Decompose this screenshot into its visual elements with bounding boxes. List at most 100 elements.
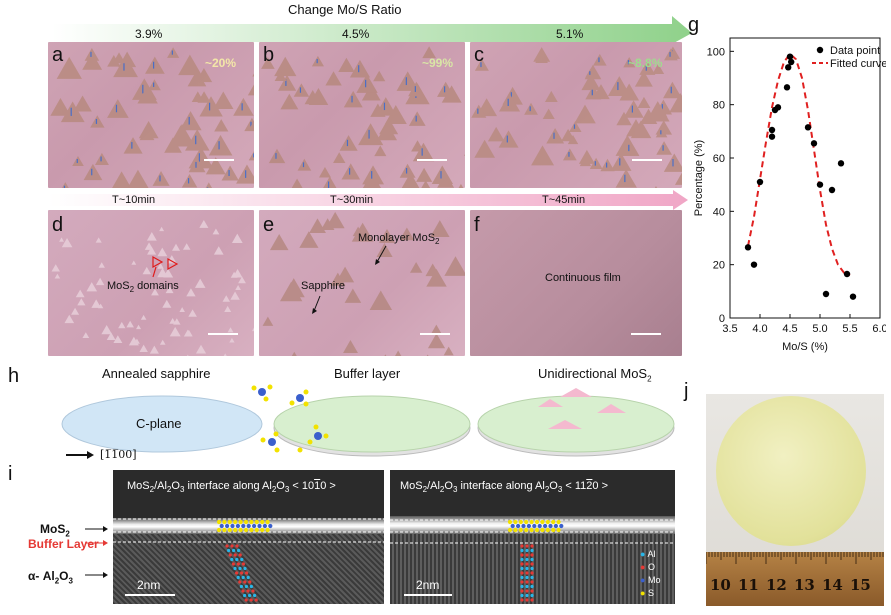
micrograph-c <box>470 42 682 188</box>
panel-letter-a: a <box>52 44 64 66</box>
panel-letter-h: h <box>8 365 20 387</box>
ratio-arrow-title: Change Mo/S Ratio <box>288 2 402 17</box>
tem-right-scale: 2nm <box>416 578 440 592</box>
sapphire-disk <box>61 395 263 453</box>
monolayer-pointer <box>375 245 387 265</box>
x-tick-label: 4.5 <box>782 323 797 335</box>
label-sapphire: Sapphire <box>301 280 346 292</box>
precursor-molecules <box>251 384 329 453</box>
mos2-triangle <box>560 388 592 397</box>
ratio-tick-1: 3.9% <box>135 27 163 41</box>
coverage-c: ~8.8% <box>628 56 663 70</box>
ruler-number: 11 <box>738 576 759 594</box>
fitted-curve <box>747 52 851 277</box>
legend-label-data: Data point <box>830 45 880 57</box>
x-tick-label: 6.0 <box>872 323 886 335</box>
x-tick-label: 4.0 <box>752 323 767 335</box>
panel-letter-j: j <box>684 380 689 402</box>
mos2-triangle <box>548 420 582 429</box>
ratio-tick-3: 5.1% <box>556 27 584 41</box>
h-title-1: Annealed sapphire <box>102 366 211 381</box>
x-tick-label: 5.5 <box>842 323 857 335</box>
atom-legend: ● Al ● O ● Mo ● S <box>640 549 661 598</box>
panel-letter-i: i <box>8 463 13 485</box>
scale-bar-a <box>204 159 234 161</box>
h-title-3: Unidirectional MoS2 <box>538 366 652 384</box>
side-label-buffer: Buffer Layer <box>28 537 99 551</box>
side-arrows <box>85 526 108 578</box>
panel-letter-g: g <box>688 14 700 36</box>
wafer-photo: 10 11 12 13 14 15 <box>706 394 884 606</box>
y-tick-label: 60 <box>713 153 725 165</box>
tem-left-scale: 2nm <box>137 578 161 592</box>
scale-bar-e <box>420 333 450 335</box>
data-point <box>816 181 824 188</box>
data-point <box>750 261 758 268</box>
data-point <box>788 58 795 66</box>
data-point <box>828 186 836 194</box>
coverage-b: ~99% <box>422 56 454 70</box>
data-point <box>768 133 776 140</box>
micrograph-d <box>48 210 254 356</box>
y-tick-label: 20 <box>713 260 725 272</box>
tem-left-title: MoS2/Al2O3 interface along Al2O3 < 1010 … <box>127 480 336 495</box>
legend-label-fit: Fitted curve <box>830 58 886 70</box>
time-tick-1: T~10min <box>112 194 156 206</box>
y-tick-label: 40 <box>713 206 725 218</box>
scale-bar-c <box>632 159 662 161</box>
y-tick-label: 100 <box>707 46 725 58</box>
ratio-tick-2: 4.5% <box>342 27 370 41</box>
data-point <box>849 293 857 300</box>
buffer-disk <box>273 395 471 453</box>
plot-frame <box>729 37 881 319</box>
panel-letter-c: c <box>474 44 484 66</box>
x-tick-label: 5.0 <box>812 323 827 335</box>
data-point <box>786 53 794 60</box>
panel-letter-e: e <box>263 214 275 236</box>
scale-bar-f <box>631 333 661 335</box>
ratio-arrow <box>52 14 692 44</box>
sapphire-pointer <box>312 295 321 314</box>
ruler-number: 13 <box>794 576 815 594</box>
x-tick-label: 3.5 <box>722 323 737 335</box>
legend-mo: Mo <box>647 575 661 585</box>
micrograph-f <box>470 210 682 356</box>
panel-letter-f: f <box>474 214 480 236</box>
legend-s: S <box>647 588 654 598</box>
legend-o: O <box>647 562 655 572</box>
data-point <box>785 64 792 71</box>
panel-letter-b: b <box>263 44 275 66</box>
tem-left: MoS2/Al2O3 interface along Al2O3 < 1010 … <box>113 470 384 604</box>
ruler-number: 10 <box>710 576 731 594</box>
h-schematic <box>61 384 675 459</box>
scale-bar-d <box>208 333 238 335</box>
data-point <box>756 178 764 186</box>
label-continuous-film: Continuous film <box>545 272 621 284</box>
time-tick-2: T~30min <box>330 194 374 206</box>
data-point <box>774 104 782 111</box>
data-point <box>810 140 818 147</box>
data-point <box>804 124 812 131</box>
data-point <box>768 126 776 134</box>
micrograph-a <box>48 42 254 188</box>
data-point <box>843 270 851 278</box>
side-label-mos2: MoS2 <box>40 522 70 539</box>
legend-al: Al <box>647 549 656 559</box>
atom-model-left <box>216 519 273 602</box>
data-point <box>837 160 845 167</box>
ruler-number: 14 <box>822 576 843 594</box>
mos2-disk <box>477 395 675 453</box>
data-point <box>783 84 791 91</box>
tem-right-title: MoS2/Al2O3 interface along Al2O3 < 1120 … <box>400 480 609 495</box>
c-plane-label: C-plane <box>136 416 182 431</box>
data-point <box>744 244 752 251</box>
time-arrow <box>48 190 688 210</box>
ruler-number: 15 <box>850 576 871 594</box>
legend-marker-data <box>816 46 824 54</box>
label-mos2-domains: MoS2 domains <box>107 280 179 295</box>
y-tick-label: 80 <box>713 100 725 112</box>
x-axis-label: Mo/S (%) <box>782 341 828 353</box>
chart-g: 3.5 4.0 4.5 5.0 5.5 6.0 0 20 40 60 80 100 Mo/S (%) Pe… <box>693 37 886 353</box>
side-label-al2o3: α- Al2O3 <box>28 569 73 586</box>
y-tick-label: 0 <box>719 313 725 325</box>
